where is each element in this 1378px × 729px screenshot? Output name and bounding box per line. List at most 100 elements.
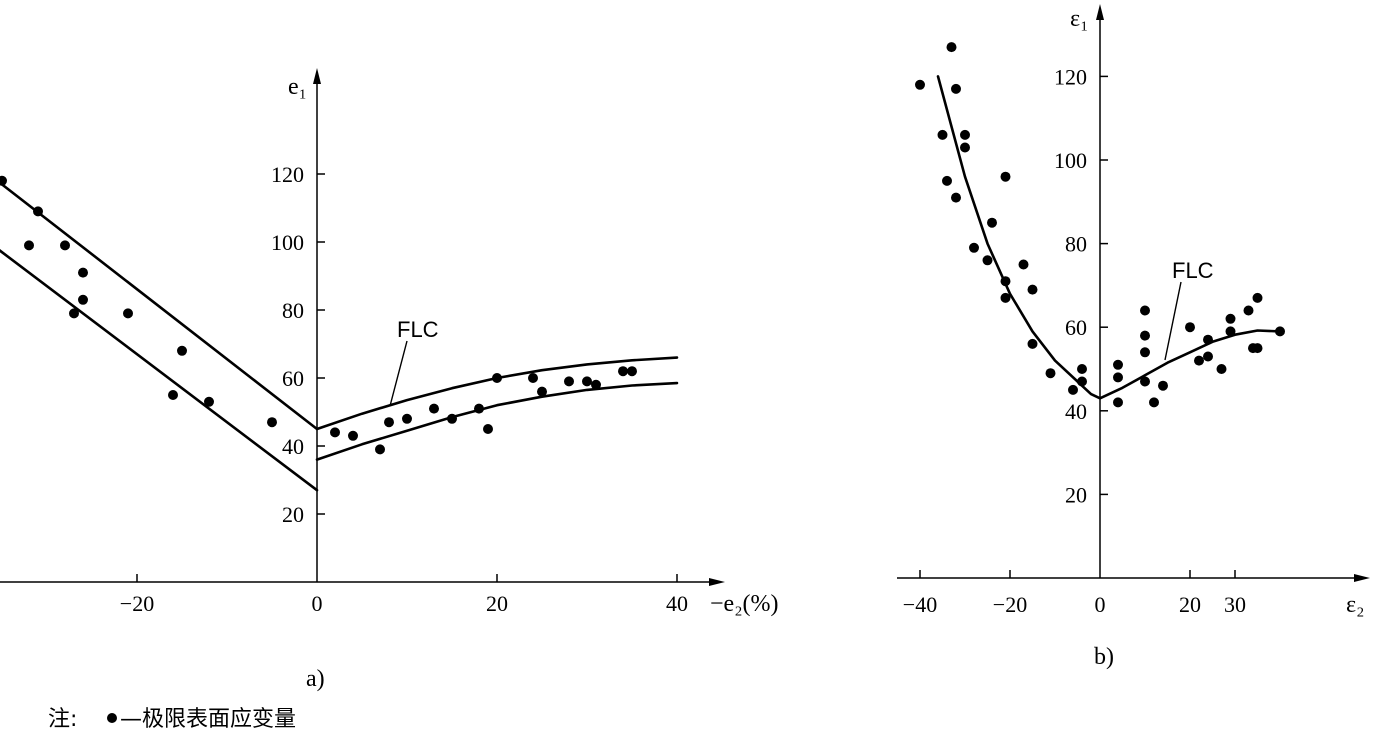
data-point (375, 444, 385, 455)
data-point (168, 390, 178, 400)
panel-a-curves (0, 181, 679, 492)
data-point (429, 403, 439, 414)
data-point (1077, 364, 1087, 374)
data-point (1225, 313, 1236, 324)
data-point (1000, 276, 1011, 287)
y-tick-label: 80 (1065, 232, 1087, 257)
data-point (24, 240, 34, 251)
data-point (960, 129, 970, 140)
data-point (1275, 326, 1285, 337)
data-point (528, 373, 538, 383)
panel-b-flc-annotation: FLC (1172, 258, 1214, 283)
panel-a-flc-annotation: FLC (397, 317, 439, 342)
panel-b-flc-leader (1164, 281, 1182, 361)
x-tick-label: 40 (666, 591, 688, 616)
panel-a-xlabel: −e₂(%) (710, 591, 779, 617)
data-point (591, 379, 601, 390)
data-point (1216, 364, 1227, 374)
data-point (123, 308, 133, 319)
data-point (937, 129, 948, 140)
data-point (987, 217, 997, 228)
data-point (1194, 355, 1204, 366)
data-point (492, 373, 502, 383)
data-point (537, 386, 547, 397)
panel-b-curves (936, 75, 1282, 400)
data-point (1113, 372, 1123, 383)
data-point (969, 242, 979, 253)
data-point (69, 308, 79, 319)
flc-curve-1 (936, 75, 1282, 400)
y-tick-label: 20 (1065, 482, 1087, 507)
data-point (627, 366, 637, 377)
data-point (582, 376, 592, 387)
y-axis-arrow-icon (313, 68, 321, 84)
data-point (1113, 397, 1123, 408)
footnote-text: —极限表面应变量 (120, 707, 296, 729)
footnote: 注: —极限表面应变量 (48, 707, 296, 729)
data-point (951, 83, 961, 94)
x-axis-arrow-icon (1354, 574, 1370, 582)
data-point (1068, 384, 1078, 395)
y-tick-label: 100 (1054, 148, 1087, 173)
data-point (1185, 322, 1195, 333)
data-point (960, 142, 970, 153)
data-point (1113, 359, 1123, 370)
footnote-prefix: 注: (48, 707, 77, 729)
data-point (1149, 397, 1159, 408)
data-point (618, 366, 628, 377)
data-point (474, 403, 484, 414)
y-tick-label: 40 (282, 434, 304, 459)
data-point (330, 427, 340, 438)
x-tick-label: 20 (486, 591, 508, 616)
data-point (177, 345, 187, 356)
data-point (1027, 284, 1038, 295)
data-point (1140, 347, 1150, 358)
data-point (1140, 305, 1150, 316)
data-point (1203, 351, 1213, 362)
data-point (951, 192, 961, 203)
data-point (1027, 338, 1038, 349)
y-tick-label: 60 (282, 366, 304, 391)
data-point (1000, 171, 1011, 182)
y-tick-label: 20 (282, 502, 304, 527)
data-point (78, 294, 88, 305)
panel-b-xlabel: ε₂ (1346, 592, 1364, 618)
data-point (447, 413, 457, 424)
data-point (1140, 330, 1150, 341)
panel-a-axes (0, 68, 725, 586)
y-tick-label: 40 (1065, 399, 1087, 424)
data-point (1225, 326, 1236, 337)
flc-curve-4 (315, 381, 679, 461)
x-tick-label: 20 (1179, 592, 1201, 617)
data-point (1000, 292, 1011, 303)
panel-a-ylabel: e₁ (288, 74, 307, 100)
data-point (60, 240, 70, 251)
panel-b-tick-labels: −40 −20 0 20 30 20 40 60 80 100 120 (903, 64, 1246, 617)
data-point (1252, 343, 1263, 354)
data-point (564, 376, 574, 387)
x-tick-label: 0 (1095, 592, 1106, 617)
data-point (946, 42, 957, 53)
panel-b-axes (897, 4, 1370, 582)
data-point (483, 424, 493, 434)
data-point (1045, 368, 1056, 379)
data-point (915, 79, 925, 90)
panel-b-ylabel: ε₁ (1070, 6, 1088, 32)
data-point (1252, 292, 1263, 303)
panel-a-panel-label: a) (306, 666, 325, 692)
y-tick-label: 100 (271, 230, 304, 255)
data-point (1243, 305, 1254, 316)
data-point (0, 175, 7, 186)
panel-b-panel-label: b) (1094, 644, 1114, 670)
x-tick-label: −20 (993, 592, 1027, 617)
data-point (1140, 376, 1150, 387)
x-tick-label: −40 (903, 592, 937, 617)
data-point (267, 417, 277, 428)
data-point (1158, 380, 1168, 391)
x-tick-label: −20 (120, 591, 154, 616)
data-point (1018, 259, 1029, 270)
data-point (1077, 376, 1087, 387)
